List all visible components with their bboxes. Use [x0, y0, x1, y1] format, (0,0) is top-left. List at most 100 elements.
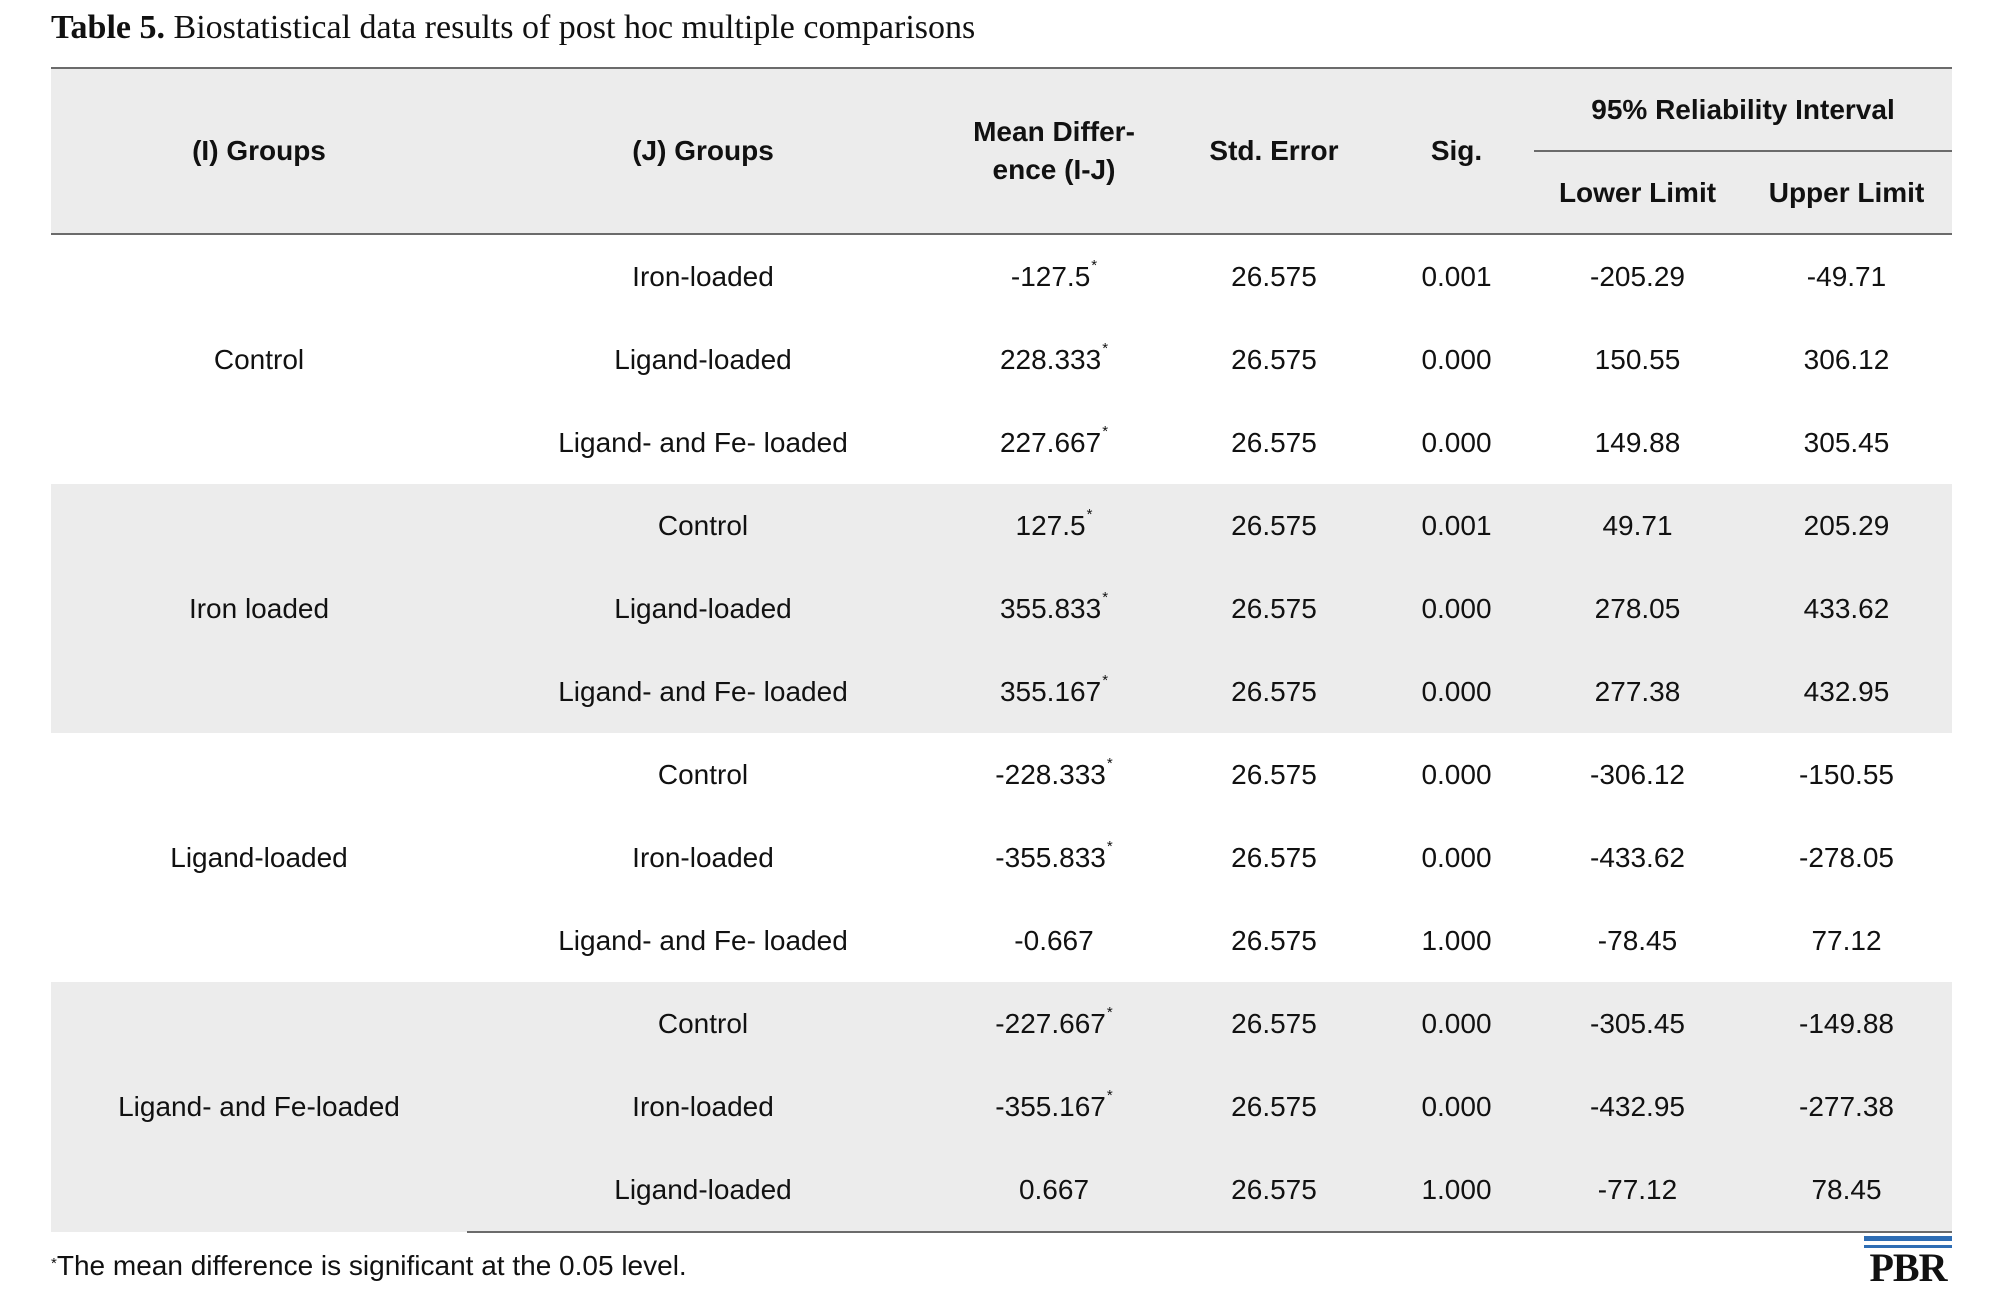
table-row: Ligand-loaded Control -228.333* 26.575 0.000…	[51, 733, 1952, 982]
cell-lower-limit: 277.38	[1534, 650, 1741, 733]
cell-j-group: Iron-loaded	[467, 816, 939, 899]
logo-bar-second	[1864, 1245, 1952, 1248]
cell-sig: 0.000	[1379, 318, 1534, 401]
header-j-groups: (J) Groups	[467, 68, 939, 234]
table-header: (I) Groups (J) Groups Mean Differ- ence …	[51, 68, 1952, 234]
significance-asterisk: *	[1102, 339, 1109, 357]
footnote-mark: *	[51, 1255, 57, 1272]
cell-upper-limit: -49.71	[1741, 234, 1952, 318]
cell-upper-limit: -150.55	[1741, 733, 1952, 816]
table-footnote: *The mean difference is significant at t…	[51, 1248, 687, 1284]
cell-sig: 0.000	[1379, 1065, 1534, 1148]
mean-difference-value: 355.833	[999, 592, 1102, 624]
cell-sig: 0.000	[1379, 733, 1534, 816]
cell-j-group: Ligand-loaded	[467, 567, 939, 650]
table-caption-text: Biostatistical data results of post hoc …	[165, 9, 976, 46]
cell-mean-difference: -127.5*	[939, 234, 1169, 318]
cell-j-group: Iron-loaded	[467, 1065, 939, 1148]
cell-upper-limit: 77.12	[1741, 899, 1952, 982]
cell-lower-limit: -78.45	[1534, 899, 1741, 982]
header-upper-limit: Upper Limit	[1741, 151, 1952, 234]
significance-asterisk: *	[1106, 1086, 1113, 1104]
header-reliability-interval: 95% Reliability Interval	[1534, 68, 1952, 152]
header-mean-difference: Mean Differ- ence (I-J)	[939, 68, 1169, 234]
mean-difference-value: -355.167	[995, 1090, 1106, 1122]
group-i-name: Control	[51, 234, 467, 484]
table-row: Ligand- and Fe- loaded 227.667* 26.575 0.00…	[51, 401, 1952, 484]
cell-mean-difference: -355.167*	[939, 1065, 1169, 1148]
group-i-name: Iron loaded	[51, 484, 467, 733]
group-i-name: Ligand-loaded	[51, 733, 467, 982]
header-i-groups: (I) Groups	[51, 68, 467, 234]
logo-text: PBR	[1869, 1245, 1948, 1290]
mean-difference-value: 228.333	[999, 343, 1102, 375]
cell-sig: 0.000	[1379, 567, 1534, 650]
cell-sig: 0.000	[1379, 401, 1534, 484]
header-mean-difference-line1: Mean Differ-	[973, 116, 1135, 147]
table-row: Ligand- and Fe-loaded Control -227.667* 26.…	[51, 982, 1952, 1232]
cell-j-group: Ligand- and Fe- loaded	[467, 401, 939, 484]
cell-lower-limit: 278.05	[1534, 567, 1741, 650]
cell-mean-difference: -355.833*	[939, 816, 1169, 899]
cell-lower-limit: -77.12	[1534, 1148, 1741, 1233]
header-mean-difference-line2: ence (I-J)	[992, 154, 1116, 185]
cell-std-error: 26.575	[1169, 1065, 1379, 1148]
mean-difference-value: 227.667	[999, 426, 1102, 458]
cell-sig: 0.001	[1379, 234, 1534, 318]
mean-difference-value: 355.167	[999, 675, 1102, 707]
cell-mean-difference: 228.333*	[939, 318, 1169, 401]
cell-sig: 1.000	[1379, 899, 1534, 982]
cell-sig: 0.000	[1379, 650, 1534, 733]
table-caption: Table 5. Biostatistical data results of …	[51, 4, 975, 52]
cell-mean-difference: -0.667	[939, 899, 1169, 982]
cell-j-group: Ligand-loaded	[467, 318, 939, 401]
cell-std-error: 26.575	[1169, 318, 1379, 401]
header-std-error: Std. Error	[1169, 68, 1379, 234]
cell-std-error: 26.575	[1169, 484, 1379, 567]
header-sig: Sig.	[1379, 68, 1534, 234]
cell-lower-limit: 49.71	[1534, 484, 1741, 567]
mean-difference-value: -0.667	[1014, 924, 1094, 956]
cell-lower-limit: -305.45	[1534, 982, 1741, 1065]
mean-difference-value: -228.333	[995, 758, 1106, 790]
significance-asterisk: *	[1106, 1003, 1113, 1021]
cell-upper-limit: 78.45	[1741, 1148, 1952, 1233]
significance-asterisk: *	[1102, 671, 1109, 689]
cell-upper-limit: 205.29	[1741, 484, 1952, 567]
cell-std-error: 26.575	[1169, 982, 1379, 1065]
cell-sig: 0.000	[1379, 982, 1534, 1065]
significance-asterisk: *	[1091, 256, 1098, 274]
cell-sig: 1.000	[1379, 1148, 1534, 1233]
cell-upper-limit: -278.05	[1741, 816, 1952, 899]
post-hoc-comparisons-table: (I) Groups (J) Groups Mean Differ- ence …	[51, 67, 1952, 1233]
table-row: Ligand-loaded 355.833* 26.575 0.000 278.05 43…	[51, 567, 1952, 650]
cell-lower-limit: -432.95	[1534, 1065, 1741, 1148]
cell-j-group: Ligand-loaded	[467, 1148, 939, 1233]
group-block: Iron loaded Control 127.5* 26.575 0.001 49.71…	[51, 484, 1952, 733]
logo-bar-top	[1864, 1236, 1952, 1241]
cell-std-error: 26.575	[1169, 816, 1379, 899]
cell-mean-difference: -228.333*	[939, 733, 1169, 816]
cell-j-group: Iron-loaded	[467, 234, 939, 318]
group-block: Ligand-loaded Control -228.333* 26.575 0.000…	[51, 733, 1952, 982]
cell-lower-limit: -306.12	[1534, 733, 1741, 816]
table-row: Iron-loaded -355.167* 26.575 0.000 -432.95 -2…	[51, 1065, 1952, 1148]
cell-lower-limit: 149.88	[1534, 401, 1741, 484]
cell-lower-limit: -205.29	[1534, 234, 1741, 318]
table-row: Iron loaded Control 127.5* 26.575 0.001 49.71…	[51, 484, 1952, 733]
cell-lower-limit: 150.55	[1534, 318, 1741, 401]
cell-upper-limit: -149.88	[1741, 982, 1952, 1065]
cell-std-error: 26.575	[1169, 401, 1379, 484]
significance-asterisk: *	[1086, 505, 1093, 523]
table-row: Control Iron-loaded -127.5* 26.575 0.001 -205…	[51, 234, 1952, 484]
cell-std-error: 26.575	[1169, 1148, 1379, 1233]
mean-difference-value: 127.5	[1015, 509, 1086, 541]
table-caption-label: Table 5.	[51, 9, 166, 46]
cell-std-error: 26.575	[1169, 899, 1379, 982]
cell-j-group: Control	[467, 733, 939, 816]
cell-std-error: 26.575	[1169, 567, 1379, 650]
cell-upper-limit: 305.45	[1741, 401, 1952, 484]
significance-asterisk: *	[1106, 754, 1113, 772]
cell-std-error: 26.575	[1169, 234, 1379, 318]
cell-upper-limit: 306.12	[1741, 318, 1952, 401]
